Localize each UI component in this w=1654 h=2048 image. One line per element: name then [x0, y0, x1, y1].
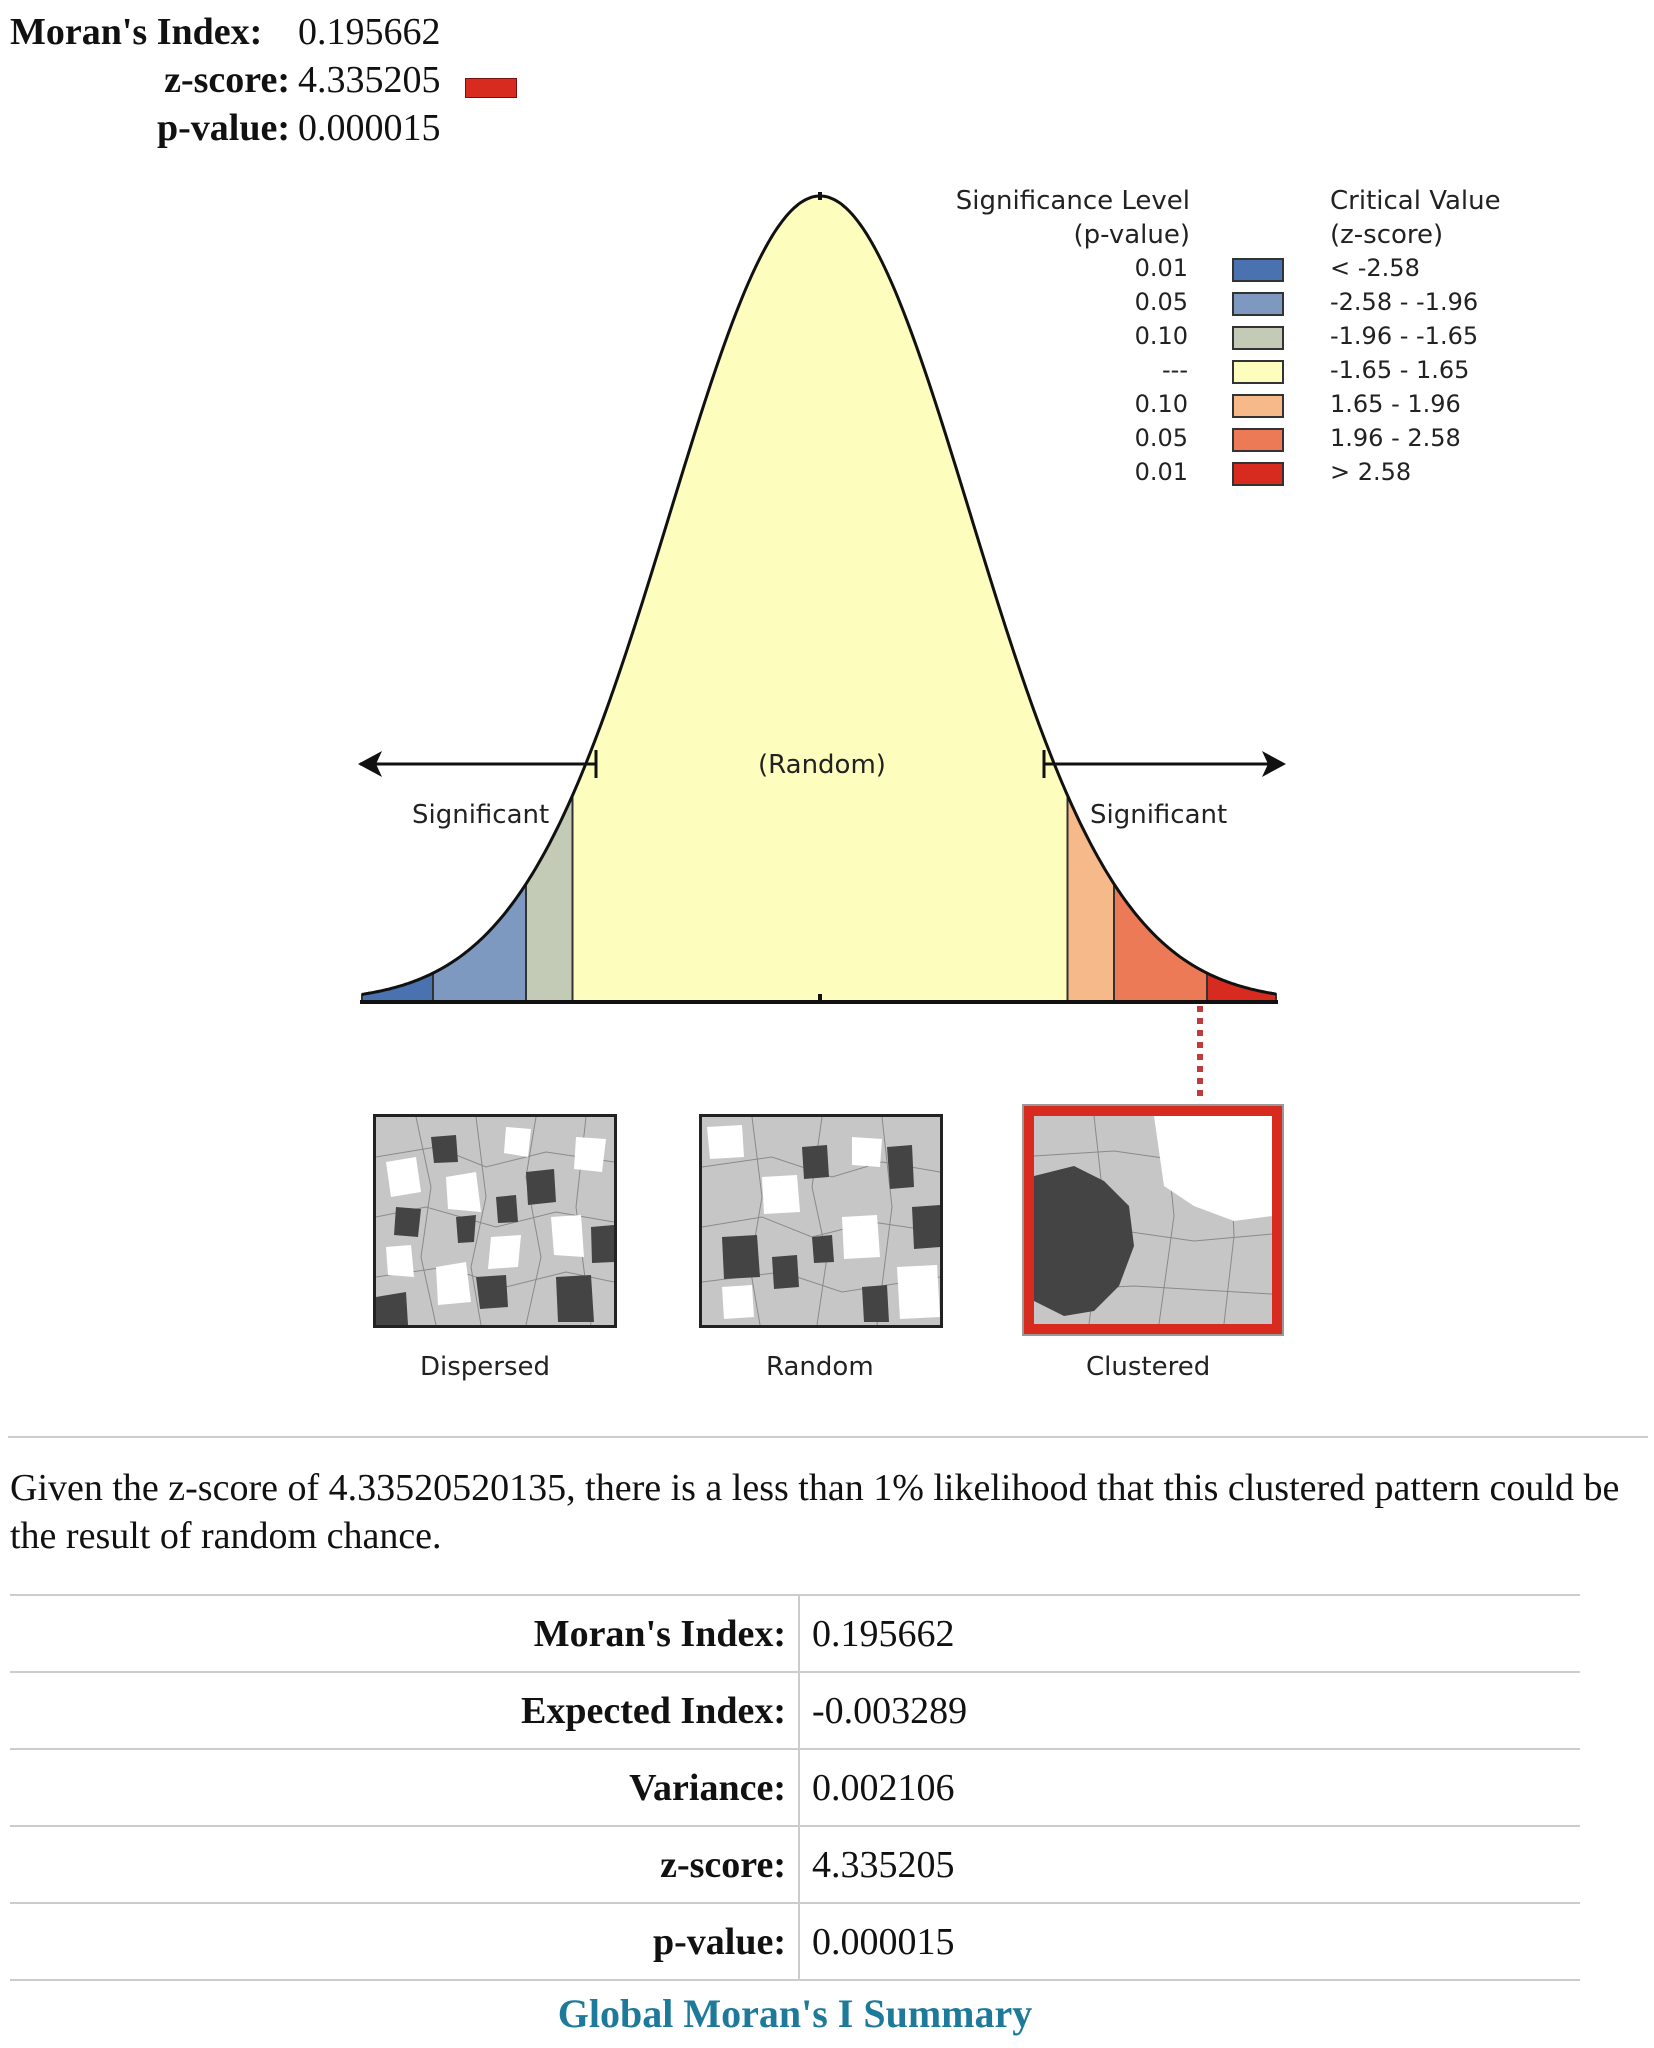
legend-p-value: --- — [1162, 356, 1188, 384]
summary-row: p-value: 0.000015 — [10, 1903, 1580, 1980]
critical-value-heading: Critical Value — [1330, 186, 1501, 216]
legend-z-range: 1.96 - 2.58 — [1330, 424, 1461, 452]
random-label: (Random) — [758, 750, 886, 780]
significant-left-label: Significant — [412, 800, 550, 830]
p-value-heading: (p-value) — [1073, 220, 1191, 250]
legend-p-value: 0.05 — [1134, 424, 1188, 452]
legend-swatch — [1232, 326, 1284, 350]
normal-curve-svg — [358, 192, 1286, 1098]
moran-index-label: Moran's Index: — [10, 11, 263, 53]
summary-value: -0.003289 — [812, 1689, 968, 1732]
result-stats: Moran's Index: 0.195662 z-score: 4.33520… — [10, 8, 517, 152]
summary-row: Moran's Index: 0.195662 — [10, 1595, 1580, 1672]
random-pattern-thumbnail — [699, 1114, 943, 1328]
summary-row: z-score: 4.335205 — [10, 1826, 1580, 1903]
legend-swatch — [1232, 462, 1284, 486]
moran-index-row: Moran's Index: 0.195662 — [10, 8, 490, 56]
random-thumb-label: Random — [766, 1352, 874, 1382]
p-value-label: p-value: — [157, 107, 290, 149]
summary-label: Moran's Index: — [10, 1595, 800, 1672]
p-value-value: 0.000015 — [298, 107, 441, 149]
summary-value: 0.002106 — [812, 1766, 955, 1809]
significance-legend-header: Significance Level (p-value) — [930, 184, 1190, 252]
summary-label: Expected Index: — [10, 1672, 800, 1749]
legend-z-range: -2.58 - -1.96 — [1330, 288, 1479, 316]
summary-row: Variance: 0.002106 — [10, 1749, 1580, 1826]
clustered-white-region — [1154, 1116, 1272, 1221]
left-arrow-head — [358, 751, 382, 777]
significance-level-heading: Significance Level — [955, 186, 1190, 216]
legend-p-value: 0.10 — [1134, 322, 1188, 350]
summary-table-body: Moran's Index: 0.195662 Expected Index: -0.… — [10, 1595, 1580, 1980]
legend-p-value: 0.05 — [1134, 288, 1188, 316]
summary-table: Moran's Index: 0.195662 Expected Index: -0.… — [10, 1594, 1580, 1981]
legend-swatch — [1232, 394, 1284, 418]
z-score-value: 4.335205 — [298, 59, 441, 101]
significant-right-label: Significant — [1090, 800, 1228, 830]
z-score-label: z-score: — [164, 59, 290, 101]
random-map — [702, 1117, 940, 1325]
legend-swatch — [1232, 428, 1284, 452]
z-score-row: z-score: 4.335205 — [10, 56, 517, 104]
summary-caption: Global Moran's I Summary — [557, 1991, 1033, 2036]
summary-value: 4.335205 — [812, 1843, 955, 1886]
p-value-row: p-value: 0.000015 — [10, 104, 490, 152]
summary-label: Variance: — [10, 1749, 800, 1826]
clustered-pattern-thumbnail — [1024, 1106, 1282, 1334]
legend-swatch — [1232, 292, 1284, 316]
curve-band — [571, 195, 1069, 1003]
legend-swatch — [1232, 360, 1284, 384]
legend-z-range: < -2.58 — [1330, 254, 1420, 282]
z-score-color-marker — [465, 78, 517, 98]
dispersed-map — [376, 1117, 614, 1325]
z-score-heading: (z-score) — [1330, 220, 1444, 250]
legend-z-range: 1.65 - 1.96 — [1330, 390, 1461, 418]
legend-z-range: > 2.58 — [1330, 458, 1412, 486]
conclusion-text: Given the z-score of 4.33520520135, ther… — [10, 1467, 1620, 1557]
legend-swatch — [1232, 258, 1284, 282]
moran-index-value: 0.195662 — [298, 11, 441, 53]
legend-z-range: -1.96 - -1.65 — [1330, 322, 1479, 350]
summary-label: z-score: — [10, 1826, 800, 1903]
legend-z-range: -1.65 - 1.65 — [1330, 356, 1470, 384]
right-arrow-head — [1262, 751, 1286, 777]
summary-label: p-value: — [10, 1903, 800, 1980]
dispersed-pattern-thumbnail — [373, 1114, 617, 1328]
summary-value: 0.195662 — [812, 1612, 955, 1655]
clustered-map — [1034, 1116, 1272, 1324]
curve-bands — [361, 195, 1277, 1003]
summary-row: Expected Index: -0.003289 — [10, 1672, 1580, 1749]
dispersed-label: Dispersed — [420, 1352, 551, 1382]
critical-legend-header: Critical Value (z-score) — [1330, 184, 1570, 252]
clustered-dark-region — [1034, 1166, 1134, 1316]
clustered-label: Clustered — [1086, 1352, 1211, 1382]
moran-graphic: (Random) Significant Significant Signifi… — [0, 150, 1654, 1430]
legend-p-value: 0.01 — [1134, 458, 1188, 486]
section-divider — [8, 1436, 1648, 1438]
summary-value: 0.000015 — [812, 1920, 955, 1963]
legend-p-value: 0.01 — [1134, 254, 1188, 282]
legend-p-value: 0.10 — [1134, 390, 1188, 418]
